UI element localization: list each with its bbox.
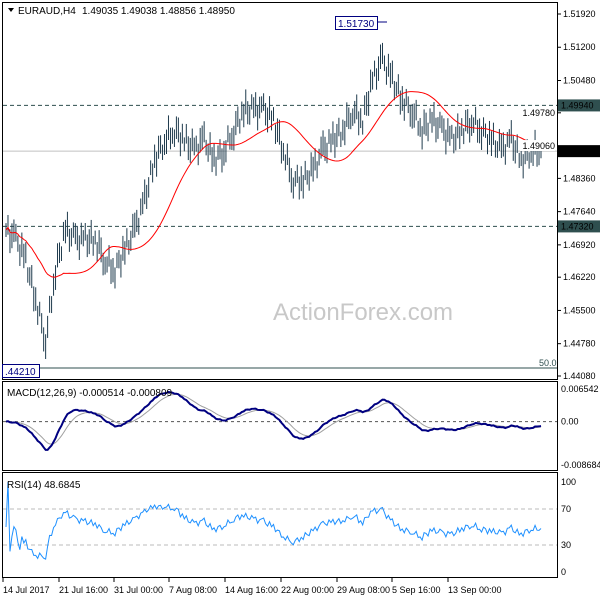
price-axis-label: 1.47640	[563, 207, 596, 217]
price-axis-label: 1.50480	[563, 75, 596, 85]
macd-axis-label: -0.008684	[561, 460, 600, 470]
time-axis-label: 29 Aug 08:00	[337, 585, 390, 595]
rsi-axis-label: 0	[561, 567, 566, 577]
time-axis-label: 14 Jul 2017	[3, 585, 50, 595]
rsi-axis-label: 30	[561, 540, 571, 550]
time-axis-label: 13 Sep 00:00	[448, 585, 502, 595]
price-axis-label: 1.44780	[563, 339, 596, 349]
price-axis-label: 1.45500	[563, 305, 596, 315]
ohlc-values: 1.49035 1.49038 1.48856 1.48950	[82, 6, 235, 17]
macd-panel	[2, 381, 558, 471]
price-axis-label: 1.44080	[563, 371, 596, 381]
time-axis-label: 14 Aug 16:00	[225, 585, 278, 595]
rsi-axis-label: 70	[561, 504, 571, 514]
price-axis-label: 1.46220	[563, 272, 596, 282]
level-price-box	[558, 99, 600, 112]
fib-label: 50.0	[539, 358, 557, 368]
rsi-line	[5, 481, 542, 560]
macd-axis-label: 0.006542	[561, 384, 599, 394]
price-axis-label: 1.51920	[563, 9, 596, 19]
time-axis-label: 22 Aug 00:00	[281, 585, 334, 595]
symbol-label: EURAUD,H4	[18, 6, 76, 17]
price-axis-label: 1.48360	[563, 173, 596, 183]
time-axis-label: 5 Sep 16:00	[392, 585, 441, 595]
time-axis-label: 31 Jul 00:00	[114, 585, 163, 595]
macd-label: MACD(12,26,9) -0.000514 -0.000809	[7, 388, 173, 399]
price-axis-label: 1.49060	[522, 141, 555, 151]
price-axis-label: 1.46920	[563, 240, 596, 250]
price-axis-label: 1.51200	[563, 42, 596, 52]
level-price-label: 1.49940	[561, 100, 594, 110]
price-bars	[5, 42, 542, 360]
moving-average-line	[5, 91, 542, 278]
rsi-axis-label: 100	[561, 477, 576, 487]
dropdown-triangle-icon[interactable]	[8, 8, 14, 12]
main-panel	[2, 2, 558, 380]
watermark: ActionForex.com	[273, 299, 453, 326]
price-axis-label: 1.49780	[522, 108, 555, 118]
macd-signal-line	[5, 393, 542, 445]
level-price-label: 1.47320	[561, 221, 594, 231]
time-axis-label: 7 Aug 08:00	[169, 585, 217, 595]
level-price-box	[558, 220, 600, 233]
high-marker-box	[335, 16, 378, 30]
time-axis-label: 21 Jul 16:00	[59, 585, 108, 595]
rsi-label: RSI(14) 48.6845	[7, 480, 81, 491]
high-marker: 1.51730	[338, 19, 375, 30]
macd-axis-label: 0.00	[561, 417, 579, 427]
rsi-panel	[2, 472, 558, 578]
macd-line	[5, 390, 542, 451]
current-price-label: 1.48950	[561, 146, 594, 156]
current-price-box	[558, 145, 600, 158]
low-marker: .44210	[5, 367, 36, 378]
low-marker-box	[2, 364, 40, 378]
